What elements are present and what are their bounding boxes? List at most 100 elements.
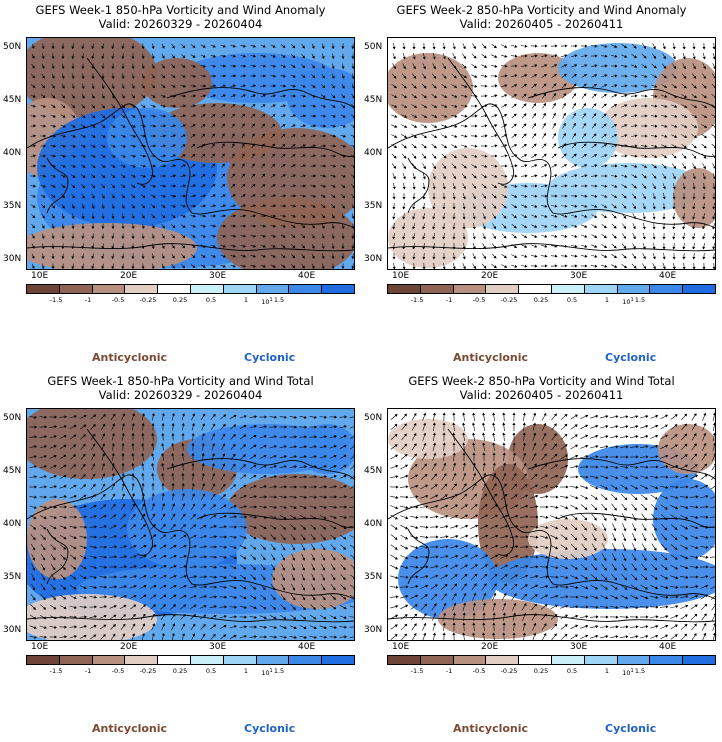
- wind-arrow-head: [253, 576, 256, 580]
- wind-arrow-head: [83, 546, 87, 549]
- wind-arrow-head: [693, 145, 697, 149]
- wind-arrow-head: [341, 266, 345, 269]
- wind-arrow-head: [101, 76, 105, 80]
- wind-arrow-head: [232, 194, 236, 198]
- wind-arrow-head: [302, 577, 305, 581]
- wind-arrow-head: [203, 214, 207, 218]
- wind-arrow-head: [171, 463, 175, 466]
- wind-arrow-head: [223, 515, 227, 518]
- wind-arrow-head: [111, 56, 115, 60]
- wind-arrow-head: [202, 184, 206, 188]
- wind-arrow-head: [62, 174, 66, 178]
- wind-arrow-head: [223, 615, 227, 619]
- wind-arrow-head: [202, 174, 206, 178]
- wind-arrow-head: [221, 153, 225, 157]
- wind-arrow-head: [253, 84, 256, 88]
- wind-arrow-head: [412, 216, 416, 220]
- coastline: [557, 141, 715, 157]
- wind-arrow-head: [564, 234, 568, 238]
- wind-arrow-head: [624, 174, 628, 178]
- wind-arrow-head: [584, 254, 588, 258]
- wind-arrow-head: [543, 412, 547, 417]
- wind-arrow-head: [322, 557, 326, 561]
- wind-arrow-head: [222, 173, 226, 177]
- wind-arrow-head: [162, 84, 166, 88]
- wind-arrow-head: [464, 85, 468, 88]
- wind-arrow-head: [222, 113, 226, 117]
- wind-arrow-head: [182, 174, 186, 178]
- wind-arrow-head: [161, 65, 165, 69]
- wind-arrow-head: [292, 174, 296, 178]
- wind-arrow-head: [31, 265, 35, 269]
- wind-arrow-head: [512, 442, 516, 446]
- wind-arrow-head: [341, 56, 345, 60]
- wind-arrow-head: [493, 255, 497, 259]
- colorbar-tick-label: -1: [445, 296, 453, 304]
- wind-arrow-head: [141, 482, 145, 486]
- wind-arrow-head: [211, 463, 215, 467]
- wind-arrow-head: [595, 444, 599, 448]
- wind-arrow-head: [625, 415, 629, 419]
- wind-arrow-head: [652, 226, 656, 230]
- wind-arrow-head: [294, 635, 297, 639]
- wind-arrow-head: [101, 216, 105, 220]
- wind-arrow-head: [103, 504, 107, 508]
- wind-arrow-head: [634, 124, 638, 128]
- wind-arrow-head: [574, 204, 578, 208]
- wind-arrow-head: [653, 165, 657, 169]
- wind-arrow-head: [302, 154, 306, 158]
- wind-arrow-head: [243, 556, 247, 560]
- wind-arrow-head: [61, 256, 65, 260]
- wind-arrow-head: [504, 154, 508, 158]
- wind-arrow-head: [63, 454, 67, 458]
- wind-arrow-head: [594, 174, 598, 178]
- wind-arrow-head: [672, 236, 676, 240]
- wind-arrow-head: [604, 254, 608, 258]
- wind-arrow-head: [314, 635, 317, 639]
- wind-arrow-head: [183, 554, 187, 559]
- cyclonic-label: Cyclonic: [605, 351, 657, 364]
- wind-arrow-head: [564, 264, 568, 268]
- wind-arrow-head: [603, 93, 607, 97]
- wind-arrow-head: [484, 124, 488, 128]
- wind-arrow-head: [553, 83, 557, 87]
- wind-arrow-head: [121, 452, 125, 456]
- wind-arrow-head: [173, 124, 176, 128]
- colorbar-swatch-2: [92, 656, 126, 664]
- wind-arrow-head: [574, 424, 578, 428]
- wind-arrow-head: [404, 105, 408, 108]
- wind-arrow-head: [183, 544, 187, 548]
- wind-arrow-head: [635, 415, 639, 419]
- wind-arrow-head: [412, 226, 416, 230]
- wind-arrow-head: [53, 435, 57, 439]
- wind-arrow-head: [212, 173, 216, 177]
- wind-arrow-head: [104, 585, 108, 589]
- wind-arrow-head: [642, 236, 646, 240]
- wind-arrow-head: [122, 154, 126, 158]
- wind-arrow-head: [321, 246, 325, 249]
- wind-arrow-head: [503, 255, 507, 259]
- wind-arrow-head: [593, 113, 597, 117]
- wind-arrow-head: [173, 565, 177, 568]
- wind-arrow-head: [614, 54, 618, 58]
- wind-arrow-head: [81, 246, 85, 249]
- wind-arrow-head: [102, 493, 106, 497]
- wind-arrow-head: [554, 254, 558, 258]
- wind-arrow-head: [292, 607, 296, 610]
- wind-arrow-head: [263, 475, 267, 478]
- wind-arrow-head: [242, 194, 246, 198]
- wind-arrow-head: [34, 435, 38, 439]
- wind-arrow-head: [333, 154, 337, 158]
- wind-arrow-head: [42, 104, 46, 108]
- wind-arrow-head: [42, 557, 46, 561]
- wind-arrow-head: [33, 184, 37, 188]
- wind-arrow-head: [193, 524, 197, 528]
- wind-arrow-head: [351, 56, 354, 60]
- wind-arrow-head: [323, 526, 327, 530]
- wind-arrow-head: [32, 606, 36, 610]
- wind-arrow-head: [93, 624, 97, 628]
- wind-arrow-head: [152, 184, 156, 188]
- wind-arrow-head: [173, 114, 177, 118]
- wind-arrow-head: [163, 124, 167, 128]
- wind-arrow-head: [351, 256, 354, 260]
